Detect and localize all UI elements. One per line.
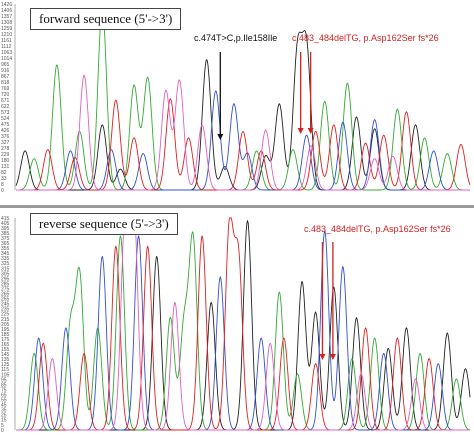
reverse-y-tick-label: 315 bbox=[1, 266, 10, 272]
reverse-annotation-arrowhead bbox=[329, 354, 336, 360]
reverse-y-tick-label: 195 bbox=[1, 327, 10, 333]
forward-annotation-asp162ser: c.483_484delTG, p.Asp162Ser fs*26 bbox=[292, 33, 439, 43]
forward-y-tick-label: 1259 bbox=[1, 26, 12, 32]
reverse-trace-g bbox=[16, 220, 471, 431]
reverse-y-tick-label: 115 bbox=[1, 367, 9, 373]
forward-trace-g bbox=[15, 30, 470, 191]
reverse-y-tick-label: 105 bbox=[1, 372, 10, 378]
forward-y-tick-label: 1112 bbox=[1, 44, 12, 50]
forward-y-tick-label: 229 bbox=[1, 152, 10, 158]
reverse-y-tick-label: 95 bbox=[1, 377, 7, 383]
forward-y-tick-label: 671 bbox=[1, 98, 10, 104]
forward-trace-t bbox=[16, 98, 471, 191]
reverse-chromatogram-plot: 4154053953853753653553453353253153052952… bbox=[1, 216, 471, 434]
reverse-y-tick-label: 285 bbox=[1, 281, 10, 287]
reverse-y-tick-label: 225 bbox=[1, 312, 10, 318]
reverse-y-tick-label: 65 bbox=[1, 392, 7, 398]
forward-y-tick-label: 131 bbox=[1, 164, 10, 170]
reverse-y-tick-label: 15 bbox=[1, 418, 7, 424]
reverse-y-tick-label: 365 bbox=[1, 241, 10, 247]
forward-y-tick-label: 818 bbox=[1, 80, 10, 86]
forward-y-tick-label: 376 bbox=[1, 134, 10, 140]
forward-y-tick-label: 1063 bbox=[1, 50, 12, 56]
forward-y-tick-label: 475 bbox=[1, 122, 10, 128]
reverse-annotation-asp162ser: c.483_484delTG, p.Asp162Ser fs*26 bbox=[304, 224, 451, 234]
reverse-sequence-title: reverse sequence (5'->3') bbox=[30, 213, 178, 235]
reverse-y-tick-label: 395 bbox=[1, 226, 10, 232]
forward-y-tick-label: 573 bbox=[1, 110, 10, 116]
reverse-y-tick-label: 135 bbox=[1, 357, 10, 363]
reverse-y-tick-label: 275 bbox=[1, 286, 10, 292]
reverse-y-tick-label: 0 bbox=[1, 428, 4, 434]
reverse-y-tick-label: 385 bbox=[1, 231, 10, 237]
reverse-annotation-arrowhead bbox=[319, 354, 326, 360]
reverse-y-tick-label: 305 bbox=[1, 271, 10, 277]
reverse-y-tick-label: 325 bbox=[1, 261, 10, 267]
reverse-y-tick-label: 375 bbox=[1, 236, 10, 242]
reverse-y-tick-label: 45 bbox=[1, 403, 7, 409]
forward-y-tick-label: 1406 bbox=[1, 8, 12, 14]
reverse-y-tick-label: 215 bbox=[1, 317, 10, 323]
forward-chromatogram-panel: 1426 1406 1357 1308 1259 1210 1161 1112 1063 1014… bbox=[0, 0, 474, 205]
reverse-y-tick-label: 245 bbox=[1, 302, 10, 308]
reverse-y-tick-label: 205 bbox=[1, 322, 10, 328]
reverse-trace-p bbox=[16, 217, 470, 431]
reverse-y-tick-label: 5 bbox=[1, 423, 4, 429]
forward-y-tick-label: 180 bbox=[1, 158, 10, 164]
reverse-y-tick-label: 85 bbox=[1, 382, 7, 388]
forward-annotation-arrowhead bbox=[217, 134, 224, 140]
forward-y-tick-label: 33 bbox=[1, 176, 7, 182]
reverse-y-tick-label: 405 bbox=[1, 221, 10, 227]
forward-y-tick-label: 867 bbox=[1, 74, 10, 80]
reverse-y-tick-label: 75 bbox=[1, 387, 7, 393]
forward-y-tick-label: 622 bbox=[1, 104, 10, 110]
forward-y-tick-label: 1426 bbox=[1, 2, 12, 8]
reverse-y-tick-label: 255 bbox=[1, 297, 10, 303]
reverse-y-tick-label: 415 bbox=[1, 216, 10, 222]
reverse-y-tick-label: 25 bbox=[1, 413, 7, 419]
forward-annotation-ile158ile: c.474T>C,p.Ile158Ile bbox=[194, 33, 278, 43]
reverse-y-tick-label: 155 bbox=[1, 347, 10, 353]
forward-y-tick-label: 1161 bbox=[1, 38, 12, 44]
reverse-y-tick-label: 55 bbox=[1, 398, 7, 404]
reverse-y-tick-label: 295 bbox=[1, 276, 10, 282]
reverse-y-tick-label: 265 bbox=[1, 292, 10, 298]
reverse-y-tick-label: 125 bbox=[1, 362, 10, 368]
forward-y-tick-label: 916 bbox=[1, 68, 10, 74]
forward-y-tick-label: 1014 bbox=[1, 56, 12, 62]
forward-y-tick-label: 720 bbox=[1, 92, 10, 98]
reverse-y-tick-label: 345 bbox=[1, 251, 10, 257]
reverse-y-tick-label: 145 bbox=[1, 352, 10, 358]
forward-y-tick-label: 1308 bbox=[1, 20, 12, 26]
forward-sequence-title: forward sequence (5'->3') bbox=[30, 8, 182, 30]
forward-y-tick-label: 82 bbox=[1, 170, 7, 176]
forward-y-tick-label: 426 bbox=[1, 128, 10, 134]
forward-y-tick-label: 0 bbox=[1, 188, 4, 194]
reverse-y-tick-label: 165 bbox=[1, 342, 10, 348]
reverse-y-tick-label: 35 bbox=[1, 408, 7, 414]
forward-annotation-arrowhead bbox=[307, 128, 314, 134]
forward-y-tick-label: 965 bbox=[1, 62, 10, 68]
reverse-y-tick-label: 335 bbox=[1, 256, 10, 262]
forward-y-tick-label: 278 bbox=[1, 146, 10, 152]
forward-y-tick-label: 1210 bbox=[1, 32, 12, 38]
reverse-chromatogram-panel: 415 405 395 385 375 365 355 345 335 325 315 305 295 2… bbox=[0, 205, 474, 438]
forward-y-tick-label: 8 bbox=[1, 182, 4, 188]
reverse-y-tick-label: 355 bbox=[1, 246, 10, 252]
forward-y-tick-label: 327 bbox=[1, 140, 10, 146]
forward-trace-p bbox=[16, 74, 470, 191]
forward-annotation-arrowhead bbox=[297, 128, 304, 134]
forward-y-tick-label: 769 bbox=[1, 86, 10, 92]
reverse-y-tick-label: 175 bbox=[1, 337, 10, 343]
forward-y-tick-label: 524 bbox=[1, 116, 10, 122]
reverse-y-tick-label: 185 bbox=[1, 332, 10, 338]
reverse-trace-t bbox=[16, 217, 470, 431]
reverse-y-tick-label: 235 bbox=[1, 307, 10, 313]
forward-chromatogram-plot: 1426140613571308125912101161111210631014… bbox=[1, 2, 471, 194]
forward-y-tick-label: 1357 bbox=[1, 14, 12, 20]
